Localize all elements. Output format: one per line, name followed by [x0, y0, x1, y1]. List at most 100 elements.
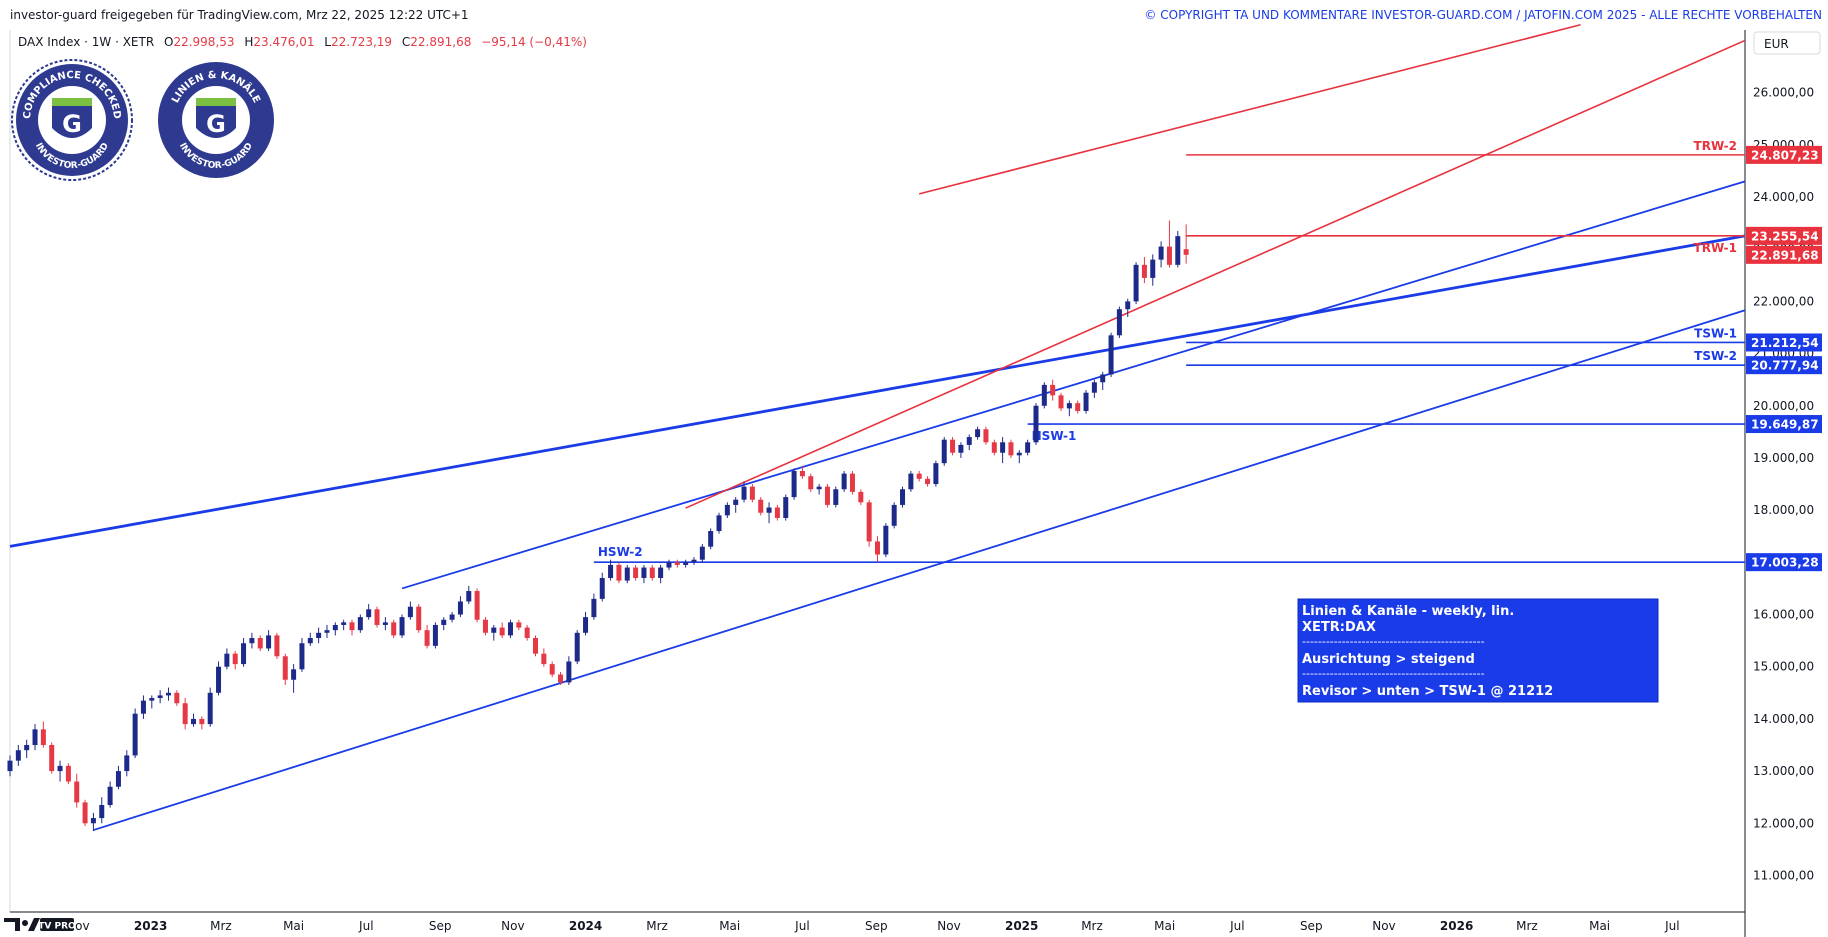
- candle-body: [624, 567, 630, 581]
- candle-body: [900, 489, 906, 505]
- candle-body: [1150, 259, 1156, 278]
- x-tick-label: 2025: [1005, 919, 1038, 933]
- candle-body: [7, 760, 13, 772]
- x-tick-label: Mai: [1154, 919, 1175, 933]
- candle-body: [608, 564, 614, 578]
- candle-body: [207, 692, 213, 725]
- price-tag-current-label: 22.891,68: [1751, 248, 1819, 262]
- currency-button[interactable]: [1753, 31, 1821, 55]
- candle-body: [691, 559, 697, 563]
- candle-body: [1158, 246, 1164, 260]
- candle-body: [883, 525, 889, 555]
- header-copyright: © COPYRIGHT TA UND KOMMENTARE INVESTOR-G…: [1144, 8, 1822, 22]
- candle-body: [407, 606, 413, 618]
- candle-body: [466, 591, 472, 602]
- candle-body: [1000, 442, 1006, 453]
- candle-body: [224, 653, 230, 667]
- price-tag-label-tsw-2: 20.777,94: [1751, 359, 1819, 373]
- legend-high: 23.476,01: [253, 35, 314, 49]
- info-separator: ----------------------------------------…: [1302, 635, 1485, 648]
- candle-body: [916, 473, 922, 479]
- candle-body: [583, 617, 589, 633]
- candle-body: [666, 562, 672, 568]
- candle-body: [174, 692, 180, 704]
- candle-body: [958, 444, 964, 453]
- candle-body: [1025, 442, 1031, 453]
- candle-body: [349, 622, 355, 631]
- legend-close-label: C: [402, 35, 410, 49]
- candle-body: [1033, 405, 1039, 443]
- y-tick-label: 26.000,00: [1753, 86, 1814, 100]
- candle-body: [558, 674, 564, 683]
- price-tag-label-hsw-2: 17.003,28: [1751, 556, 1819, 570]
- y-tick-label: 22.000,00: [1753, 294, 1814, 308]
- price-tags: 24.807,23 23.255,54 21.212,54 20.777,94 19.6…: [1746, 145, 1822, 572]
- info-title: Linien & Kanäle - weekly, lin.: [1302, 604, 1514, 619]
- price-tag-label-hsw-1: 19.649,87: [1751, 418, 1819, 432]
- candle-body: [1058, 395, 1064, 409]
- level-label-trw-1: TRW-1: [1694, 241, 1737, 255]
- candle-body: [616, 564, 622, 581]
- candle-body: [332, 624, 338, 631]
- price-tag-trw-1: [1746, 226, 1822, 245]
- info-revisor: Revisor > unten > TSW-1 @ 21212: [1302, 684, 1553, 699]
- candle-body: [724, 504, 730, 516]
- candle-body: [1008, 442, 1014, 456]
- candle-body: [833, 489, 839, 505]
- legend-low-label: L: [324, 35, 331, 49]
- candle-body: [591, 598, 597, 618]
- x-tick-label: Jul: [1229, 919, 1244, 933]
- candle-body: [382, 622, 388, 625]
- x-tick-label: Mrz: [646, 919, 668, 933]
- y-tick-label: 24.000,00: [1753, 190, 1814, 204]
- tradingview-logo[interactable]: TV PRO: [4, 918, 76, 932]
- x-tick-label: 2026: [1440, 919, 1473, 933]
- candle-body: [683, 562, 689, 565]
- candle-body: [541, 653, 547, 665]
- y-tick-label: 18.000,00: [1753, 503, 1814, 517]
- candle-body: [32, 729, 38, 745]
- candle-body: [908, 473, 914, 490]
- x-tick-label: Mrz: [1081, 919, 1103, 933]
- candle-body: [482, 619, 488, 633]
- candle-body: [257, 638, 263, 649]
- candle-body: [533, 638, 539, 654]
- x-tick-label: Mai: [719, 919, 740, 933]
- candle-body: [341, 622, 347, 625]
- candle-body: [741, 486, 747, 500]
- legend-close: 22.891,68: [410, 35, 471, 49]
- candle-body: [432, 624, 438, 646]
- info-box: Linien & Kanäle - weekly, lin. XETR:DAX …: [1297, 598, 1659, 703]
- x-tick-label: Mai: [283, 919, 304, 933]
- candle-body: [875, 541, 880, 555]
- candle-body: [266, 635, 272, 649]
- candle-body: [658, 567, 664, 578]
- price-tag-label-tsw-1: 21.212,54: [1751, 336, 1819, 350]
- candle-body: [774, 507, 780, 518]
- candle-body: [766, 507, 772, 513]
- trendlines: [9, 24, 1746, 831]
- price-tag-tsw-2: [1746, 356, 1822, 375]
- candle-body: [299, 643, 305, 670]
- y-tick-label: 14.000,00: [1753, 712, 1814, 726]
- info-separator: ----------------------------------------…: [1302, 667, 1485, 680]
- price-tag-label-trw-2: 24.807,23: [1751, 148, 1819, 162]
- shield-icon: [52, 98, 92, 138]
- candle-body: [566, 661, 572, 683]
- x-tick-label: Sep: [1300, 919, 1323, 933]
- currency-label: EUR: [1764, 37, 1789, 51]
- candle-body: [824, 486, 830, 505]
- candle-body: [165, 692, 171, 696]
- candle-body: [891, 504, 897, 526]
- legend-change: −95,14 (−0,41%): [481, 35, 587, 49]
- price-tag-current: [1746, 245, 1822, 264]
- candle-body: [307, 638, 313, 644]
- y-tick-label: 20.000,00: [1753, 399, 1814, 413]
- candle-body: [449, 614, 455, 620]
- candle-body: [783, 497, 789, 518]
- y-tick-label: 19.000,00: [1753, 451, 1814, 465]
- candle-body: [499, 627, 505, 636]
- candle-body: [15, 750, 21, 761]
- candle-body: [491, 627, 497, 633]
